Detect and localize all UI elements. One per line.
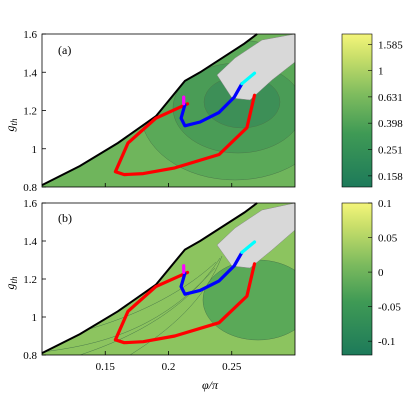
boundary-curve-b xyxy=(41,202,258,354)
y-tick-label-a-4: 1.6 xyxy=(23,29,37,41)
curve-a-2 xyxy=(240,71,257,86)
x-tick-label-0: 0.15 xyxy=(96,361,116,373)
curve-b-0 xyxy=(113,262,257,345)
panel-b: 0.8 1 1.2 1.4 1.6 0.15 0.2 0.25 (b) gth φ/π 0.… xyxy=(3,198,401,392)
boundary-curve-a xyxy=(41,33,258,186)
unstable-region-b xyxy=(216,203,295,269)
cbar-tick-label-b-2: 0 xyxy=(378,267,384,279)
y-tick-label-a-1: 1 xyxy=(32,144,38,156)
curve-b-1 xyxy=(179,250,244,296)
curve-a-1 xyxy=(179,82,244,128)
cbar-tick-label-a-4: 0.251 xyxy=(378,144,403,156)
x-tick-label-1: 0.2 xyxy=(162,361,176,373)
cbar-tick-label-a-5: 0.158 xyxy=(378,171,403,183)
heatmap-b xyxy=(42,203,295,355)
y-tick-label-a-3: 1.4 xyxy=(23,67,37,79)
cbar-tick-label-b-3: -0.05 xyxy=(378,302,401,314)
upper-mask-b xyxy=(42,203,295,354)
y-axis-label-b: gth xyxy=(3,276,19,290)
cbar-tick-label-a-2: 0.631 xyxy=(378,92,403,104)
y-tick-label-a-0: 0.8 xyxy=(23,182,37,194)
field-contour-b-low xyxy=(202,259,295,341)
cbar-tick-label-b-0: 0.1 xyxy=(378,198,392,210)
y-tick-label-a-2: 1.2 xyxy=(23,106,37,118)
y-tick-label-b-4: 1.6 xyxy=(23,198,37,210)
curve-a-0 xyxy=(113,93,257,177)
panel-label-b: (b) xyxy=(58,211,72,225)
field-contour-b-lines xyxy=(42,255,223,355)
cbar-tick-label-a-3: 0.398 xyxy=(378,118,403,130)
panel-label-a: (a) xyxy=(58,43,71,57)
upper-mask-a xyxy=(42,34,295,186)
y-tick-label-b-1: 1 xyxy=(32,312,38,324)
colorbar-ticks-b: 0.1 0.05 0 -0.05 -0.1 xyxy=(368,198,401,348)
y-tick-label-b-3: 1.4 xyxy=(23,236,37,248)
cbar-tick-label-b-4: -0.1 xyxy=(378,336,395,348)
curves-a xyxy=(104,71,257,187)
cbar-tick-label-a-0: 1.585 xyxy=(378,39,403,51)
unstable-region-a xyxy=(216,34,295,101)
cbar-tick-label-a-1: 1 xyxy=(378,66,384,78)
y-tick-label-b-0: 0.8 xyxy=(23,350,37,362)
y-axis-label-a: gth xyxy=(3,118,19,132)
y-ticks-b: 0.8 1 1.2 1.4 1.6 xyxy=(23,198,46,362)
cbar-tick-label-b-1: 0.05 xyxy=(378,233,398,245)
y-ticks-a: 0.8 1 1.2 1.4 1.6 xyxy=(23,29,46,194)
curves-b xyxy=(113,240,257,345)
y-tick-label-b-2: 1.2 xyxy=(23,274,37,286)
x-ticks-b: 0.15 0.2 0.25 xyxy=(96,351,242,373)
panel-a: 0.811.21.41.6 (a) gth g_th 1.58510.6310.… xyxy=(3,29,403,194)
x-axis-label: φ/π xyxy=(202,378,219,392)
x-tick-label-2: 0.25 xyxy=(222,361,242,373)
colorbar-a xyxy=(341,33,373,188)
colorbar-b xyxy=(341,202,373,356)
curve-b-2 xyxy=(240,240,257,254)
colorbar-ticks-a: 1.585 1 0.631 0.398 0.251 0.158 xyxy=(368,39,403,183)
heatmap-a xyxy=(42,34,295,187)
